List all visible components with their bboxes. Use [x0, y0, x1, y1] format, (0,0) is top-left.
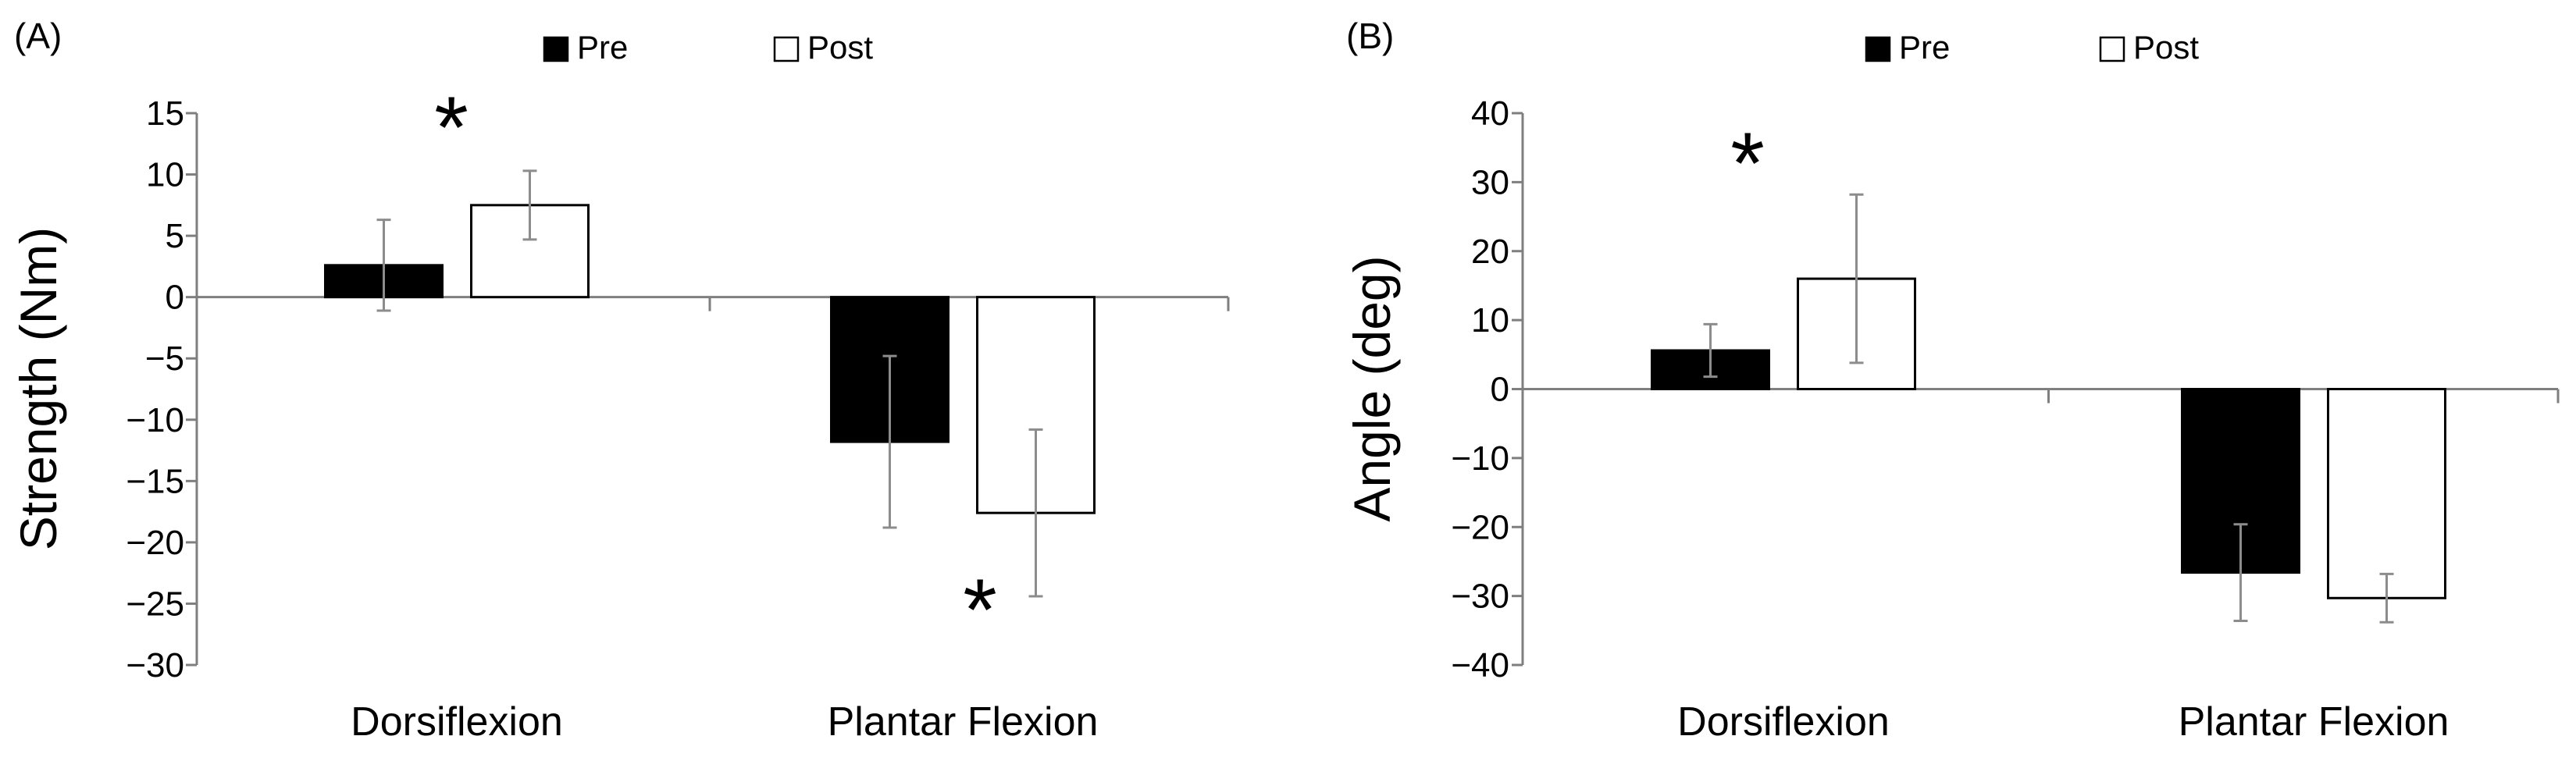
legend-label-post: Post: [807, 29, 873, 66]
x-category-label: Plantar Flexion: [828, 699, 1099, 745]
chart-panel-b: (B) 40 30 20 10 0 −10 −20 −30 −40 Angle (deg) Dorsi…: [1343, 16, 2560, 745]
x-category-label: Plantar Flexion: [2179, 699, 2450, 745]
legend-label-pre: Pre: [1899, 29, 1950, 66]
legend: Pre Post: [1865, 29, 2199, 66]
y-tick-label: 20: [1471, 233, 1509, 271]
y-tick-label: 30: [1471, 163, 1509, 201]
y-tick-label: 15: [146, 94, 184, 133]
bar-post-plantar-flexion: [2327, 388, 2446, 599]
y-tick-label: −30: [126, 646, 184, 684]
legend: Pre Post: [543, 29, 873, 66]
legend-swatch-pre: [543, 36, 569, 62]
y-axis-title: Angle (deg): [1343, 255, 1401, 521]
y-tick-label: −15: [126, 462, 184, 500]
y-tick-label: 5: [166, 217, 184, 255]
y-tick-label: −10: [1451, 439, 1509, 478]
y-tick-label: 40: [1471, 94, 1509, 133]
y-tick-label: −40: [1451, 646, 1509, 684]
y-tick-label: −10: [126, 401, 184, 439]
legend-swatch-post: [773, 36, 800, 62]
significance-star: *: [1730, 115, 1765, 212]
y-tick-label: −5: [145, 340, 184, 378]
legend-label-pre: Pre: [577, 29, 628, 66]
y-tick-label: 10: [146, 156, 184, 194]
legend-swatch-pre: [1865, 36, 1891, 62]
y-tick-label: 10: [1471, 301, 1509, 340]
bar-post-dorsiflexion: [470, 204, 590, 299]
y-axis-title: Strength (Nm): [9, 227, 67, 550]
y-tick-label: 0: [166, 279, 184, 317]
panel-label: (B): [1346, 16, 1394, 56]
significance-star: *: [434, 79, 469, 176]
legend-swatch-post: [2099, 36, 2125, 62]
panel-label: (A): [14, 16, 62, 56]
y-tick-label: −25: [126, 585, 184, 623]
significance-star: *: [963, 561, 997, 659]
legend-label-post: Post: [2133, 29, 2199, 66]
x-category-label: Dorsiflexion: [1677, 699, 1890, 745]
y-tick-label: −20: [126, 524, 184, 562]
y-tick-label: 0: [1491, 371, 1509, 409]
y-tick-label: −30: [1451, 578, 1509, 616]
chart-panel-a: (A) 15 10 5 0 −5 −10 −15 −20 −25 −30 Strength (Nm) D…: [9, 16, 1230, 745]
y-tick-label: −20: [1451, 508, 1509, 546]
x-category-label: Dorsiflexion: [351, 699, 563, 745]
